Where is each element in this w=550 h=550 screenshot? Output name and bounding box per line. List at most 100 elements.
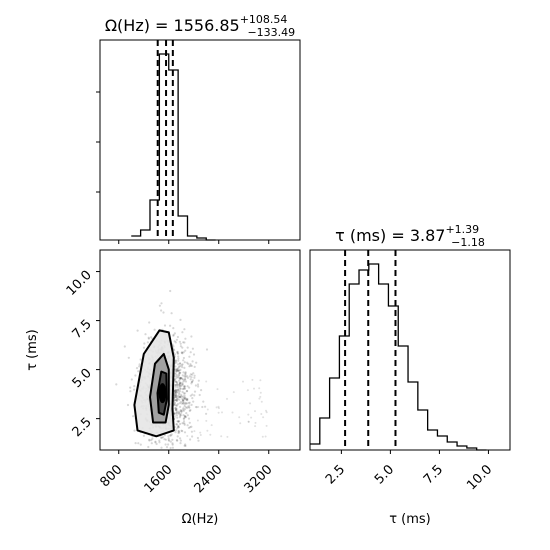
- joint-sample-point: [174, 394, 178, 397]
- joint-sample-point: [179, 414, 182, 417]
- joint-sample-point: [193, 374, 196, 377]
- omega-title: Ω(Hz) = 1556.85+108.54 −133.49: [105, 13, 295, 39]
- joint-sample-point: [154, 440, 157, 443]
- joint-density-core: [158, 383, 167, 404]
- joint-sample-point: [197, 406, 200, 408]
- omega-histogram-ticks: [96, 91, 270, 244]
- joint-sample-point: [181, 363, 184, 366]
- joint-sample-point: [254, 421, 257, 424]
- tau-hist-xtick-label-0: 2.5: [323, 462, 348, 487]
- joint-sample-point: [175, 411, 178, 414]
- joint-sample-point: [186, 406, 189, 409]
- joint-sample-point: [163, 434, 166, 437]
- joint-sample-point: [184, 415, 187, 418]
- joint-sample-point: [180, 351, 183, 354]
- joint-sample-point: [181, 397, 184, 400]
- joint-sample-point: [177, 369, 180, 372]
- joint-sample-point: [148, 321, 151, 324]
- joint-density-panel: 800 1600 2400 3200 2.5 5.0 7.5 10.0 Ω(Hz) τ (ms…: [25, 249, 301, 527]
- joint-sample-point: [174, 388, 177, 391]
- joint-sample-point: [133, 388, 136, 391]
- joint-sample-point: [191, 393, 194, 396]
- joint-sample-point: [173, 398, 176, 402]
- joint-sample-point: [179, 408, 182, 412]
- joint-sample-point: [155, 442, 158, 446]
- joint-sample-point: [182, 414, 185, 417]
- joint-sample-point: [158, 439, 161, 442]
- joint-sample-point: [184, 377, 187, 380]
- joint-sample-point: [175, 391, 178, 394]
- joint-sample-point: [167, 443, 170, 446]
- joint-sample-point: [173, 402, 176, 405]
- tau-histogram-step: [310, 263, 487, 451]
- joint-sample-point: [174, 368, 177, 371]
- joint-xtick-label-1: 1600: [142, 462, 176, 496]
- joint-sample-point: [184, 444, 187, 447]
- joint-sample-point: [175, 391, 178, 394]
- joint-sample-point: [176, 410, 179, 413]
- joint-sample-point: [182, 341, 185, 344]
- joint-sample-point: [189, 373, 192, 376]
- joint-sample-point: [182, 385, 186, 388]
- joint-sample-point: [178, 373, 181, 376]
- joint-sample-point: [197, 439, 200, 442]
- joint-sample-point: [174, 385, 177, 388]
- joint-sample-point: [177, 430, 180, 433]
- joint-sample-point: [150, 439, 153, 442]
- joint-sample-point: [175, 414, 178, 417]
- joint-sample-point: [183, 328, 186, 331]
- joint-sample-point: [179, 437, 182, 440]
- joint-sample-point: [179, 384, 182, 387]
- joint-sample-point: [176, 383, 179, 386]
- joint-sample-point: [184, 372, 187, 375]
- joint-sample-point: [186, 435, 189, 437]
- joint-sample-point: [134, 374, 137, 377]
- joint-sample-point: [184, 375, 187, 378]
- joint-sample-point: [176, 369, 179, 372]
- joint-contour-0: [133, 329, 175, 438]
- joint-sample-point: [179, 377, 182, 380]
- joint-sample-point: [185, 390, 188, 393]
- joint-sample-point: [169, 440, 172, 443]
- joint-sample-point: [193, 430, 196, 433]
- joint-sample-point: [167, 437, 170, 440]
- tau-hist-xtick-label-2: 7.5: [421, 462, 446, 487]
- joint-sample-point: [184, 415, 188, 419]
- joint-sample-point: [242, 380, 244, 383]
- joint-sample-point: [196, 436, 199, 440]
- joint-xtick-label-2: 2400: [192, 462, 226, 496]
- joint-sample-point: [175, 404, 178, 407]
- joint-contour-1: [149, 352, 170, 424]
- joint-sample-point: [247, 420, 250, 423]
- joint-sample-point: [177, 355, 180, 358]
- joint-sample-point: [183, 387, 186, 390]
- joint-sample-point: [174, 393, 177, 396]
- joint-sample-point: [182, 378, 185, 381]
- joint-sample-point: [160, 309, 163, 312]
- joint-sample-point: [142, 434, 145, 437]
- joint-sample-point: [175, 423, 178, 426]
- joint-sample-point: [151, 437, 154, 440]
- joint-sample-point: [174, 408, 177, 412]
- joint-sample-point: [177, 363, 180, 366]
- joint-sample-point: [183, 397, 186, 400]
- joint-sample-point: [185, 398, 189, 401]
- joint-sample-point: [184, 371, 187, 374]
- joint-sample-point: [181, 351, 184, 354]
- joint-sample-point: [179, 318, 182, 321]
- joint-ytick-label-3: 10.0: [64, 268, 95, 299]
- joint-sample-point: [182, 356, 185, 360]
- joint-sample-point: [265, 409, 267, 412]
- joint-sample-point: [174, 389, 177, 392]
- joint-sample-point: [179, 371, 182, 374]
- joint-sample-point: [130, 378, 133, 381]
- joint-sample-point: [176, 420, 179, 423]
- joint-sample-point: [187, 362, 190, 365]
- joint-sample-point: [180, 384, 183, 388]
- joint-sample-point: [186, 399, 189, 402]
- joint-sample-point: [170, 433, 173, 436]
- joint-sample-point: [176, 435, 179, 438]
- joint-sample-point: [179, 387, 182, 390]
- joint-sample-point: [199, 431, 202, 434]
- joint-sample-point: [173, 332, 176, 335]
